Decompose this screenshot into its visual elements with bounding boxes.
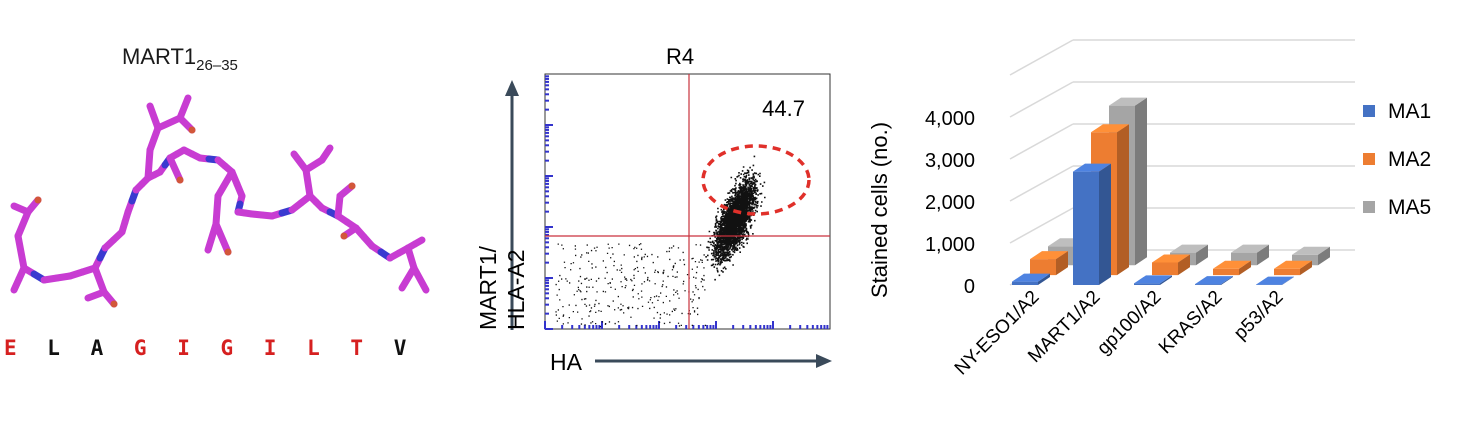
x-axis-arrowhead xyxy=(816,354,832,368)
gate-ellipse xyxy=(701,144,811,216)
y-axis-label: Stained cells (no.) xyxy=(867,122,892,298)
legend-swatch xyxy=(1363,153,1375,165)
sequence-residue: I xyxy=(263,336,277,360)
flow-plot: R4 44.7 HA MART1/ HLA-A2 xyxy=(475,44,832,375)
sequence-residue: T xyxy=(350,336,364,360)
bar-MA2 xyxy=(1152,254,1190,276)
legend-swatch xyxy=(1363,201,1375,213)
peptide-panel: MART126–35 E L A G I G I L T V xyxy=(0,0,450,423)
y-axis-arrowhead xyxy=(505,80,519,96)
legend-swatch xyxy=(1363,105,1375,117)
sequence-residue: V xyxy=(393,336,407,360)
peptide-title-sub: 26–35 xyxy=(196,57,238,74)
flow-panel: R4 44.7 HA MART1/ HLA-A2 xyxy=(460,0,860,423)
chart-legend: MA1 MA2 MA5 xyxy=(1363,100,1431,219)
sequence-residue: A xyxy=(90,336,104,360)
sequence-residue: E xyxy=(4,336,17,360)
bar-MA2 xyxy=(1213,260,1251,276)
legend-label: MA2 xyxy=(1388,148,1431,171)
y-axis-label-line2: HLA-A2 xyxy=(503,249,529,330)
flow-frame xyxy=(544,73,831,330)
legend-label: MA1 xyxy=(1388,100,1431,123)
sequence-residue: G xyxy=(220,336,234,360)
y-tick-label: 0 xyxy=(964,276,975,298)
y-tick-label: 1,000 xyxy=(925,234,975,256)
sequence-residue: L xyxy=(307,336,320,360)
bar-MA1 xyxy=(1134,275,1172,285)
bar-marks xyxy=(1012,97,1330,285)
bar-chart-panel: 0 1,000 2,000 3,000 4,000 Stained cells (no.… xyxy=(860,0,1466,423)
sequence-residue: L xyxy=(47,336,60,360)
x-tick-label: KRAS/A2 xyxy=(1155,287,1227,359)
bar-MA2 xyxy=(1274,260,1312,276)
flow-title: R4 xyxy=(666,44,694,69)
peptide-title-main: MART1 xyxy=(122,44,197,69)
x-tick-label: p53/A2 xyxy=(1230,287,1287,344)
x-tick-label: NY-ESO1/A2 xyxy=(951,287,1044,380)
bar-MA1 xyxy=(1195,276,1233,285)
x-axis-label: HA xyxy=(550,349,583,375)
flow-events xyxy=(555,155,766,328)
bar-MA2 xyxy=(1030,251,1068,276)
legend-label: MA5 xyxy=(1388,196,1431,219)
peptide-structure xyxy=(10,94,430,308)
y-tick-label: 2,000 xyxy=(925,192,975,214)
bar-MA1 xyxy=(1012,273,1050,285)
peptide-side-chains xyxy=(10,94,430,308)
bar-MA1 xyxy=(1073,163,1111,285)
x-tick-label: gp100/A2 xyxy=(1093,287,1165,359)
y-tick-labels: 0 1,000 2,000 3,000 4,000 xyxy=(925,108,975,298)
y-tick-label: 4,000 xyxy=(925,108,975,130)
gate-value: 44.7 xyxy=(762,96,805,121)
peptide-title: MART126–35 xyxy=(122,44,238,74)
bar-chart: 0 1,000 2,000 3,000 4,000 Stained cells (no.… xyxy=(867,39,1431,380)
sequence-residue: I xyxy=(177,336,190,360)
bar-MA1 xyxy=(1256,276,1294,285)
y-axis-label-line1: MART1/ xyxy=(475,245,501,330)
sequence-residue: G xyxy=(133,336,147,360)
peptide-backbone xyxy=(10,146,426,294)
y-tick-label: 3,000 xyxy=(925,150,975,172)
